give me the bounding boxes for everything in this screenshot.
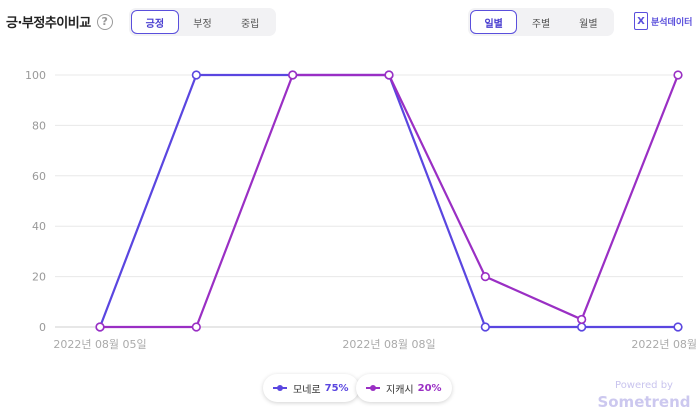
y-tick-label: 100 [25, 69, 46, 82]
legend-percent-1: 75% [324, 382, 349, 394]
data-point [480, 272, 490, 282]
page-title: 긍·부정추이비교 [6, 16, 91, 31]
period-toggle: 일별 주별 월별 [468, 8, 614, 36]
sentiment-toggle: 긍정 부정 중립 [129, 8, 276, 36]
x-tick-label: 2022년 08월 11일 [631, 337, 700, 351]
data-point [480, 322, 490, 332]
legend-item-series-2[interactable]: 지캐시 20% [356, 374, 452, 402]
legend-marker-1 [273, 385, 287, 391]
legend-marker-2 [366, 385, 380, 391]
x-tick-label: 2022년 08월 08일 [342, 337, 435, 351]
data-point [384, 70, 394, 80]
data-point [577, 322, 587, 332]
tab-neutral[interactable]: 중립 [240, 18, 260, 30]
data-point [288, 70, 298, 80]
tab-weekly[interactable]: 주별 [531, 18, 551, 30]
excel-icon: X [634, 12, 648, 30]
y-tick-label: 40 [32, 220, 46, 233]
powered-by-text: Powered by [615, 380, 673, 391]
legend-name-1: 모네로 [293, 384, 321, 396]
question-icon[interactable]: ? [96, 13, 113, 30]
y-tick-label: 60 [32, 170, 46, 183]
tab-negative[interactable]: 부정 [193, 18, 212, 30]
data-point [191, 322, 201, 332]
brand-logo-text: Sometrend [597, 393, 691, 411]
x-tick-label: 2022년 08월 05일 [53, 337, 146, 351]
powered-by: Powered by Sometrend [596, 380, 692, 411]
legend-item-series-1[interactable]: 모네로 75% [263, 374, 359, 402]
export-data-button[interactable]: X 분석데이터 [634, 12, 692, 30]
tab-monthly[interactable]: 월별 [579, 18, 598, 30]
series-line-1 [98, 73, 678, 329]
data-point [673, 322, 683, 332]
data-point [577, 314, 587, 325]
y-tick-label: 80 [32, 119, 46, 132]
legend-name-2: 지캐시 [386, 384, 414, 396]
series-line-2 [100, 73, 680, 329]
chart-header: 긍·부정추이비교 ? [6, 12, 113, 31]
data-point [191, 70, 201, 80]
tab-positive[interactable]: 긍정 [131, 10, 179, 34]
y-tick-label: 0 [39, 321, 46, 334]
legend-percent-2: 20% [417, 382, 442, 394]
data-point [673, 70, 683, 80]
tab-daily[interactable]: 일별 [470, 10, 518, 34]
export-label: 분석데이터 [651, 17, 693, 28]
y-tick-label: 20 [32, 271, 46, 284]
data-point [95, 322, 105, 332]
